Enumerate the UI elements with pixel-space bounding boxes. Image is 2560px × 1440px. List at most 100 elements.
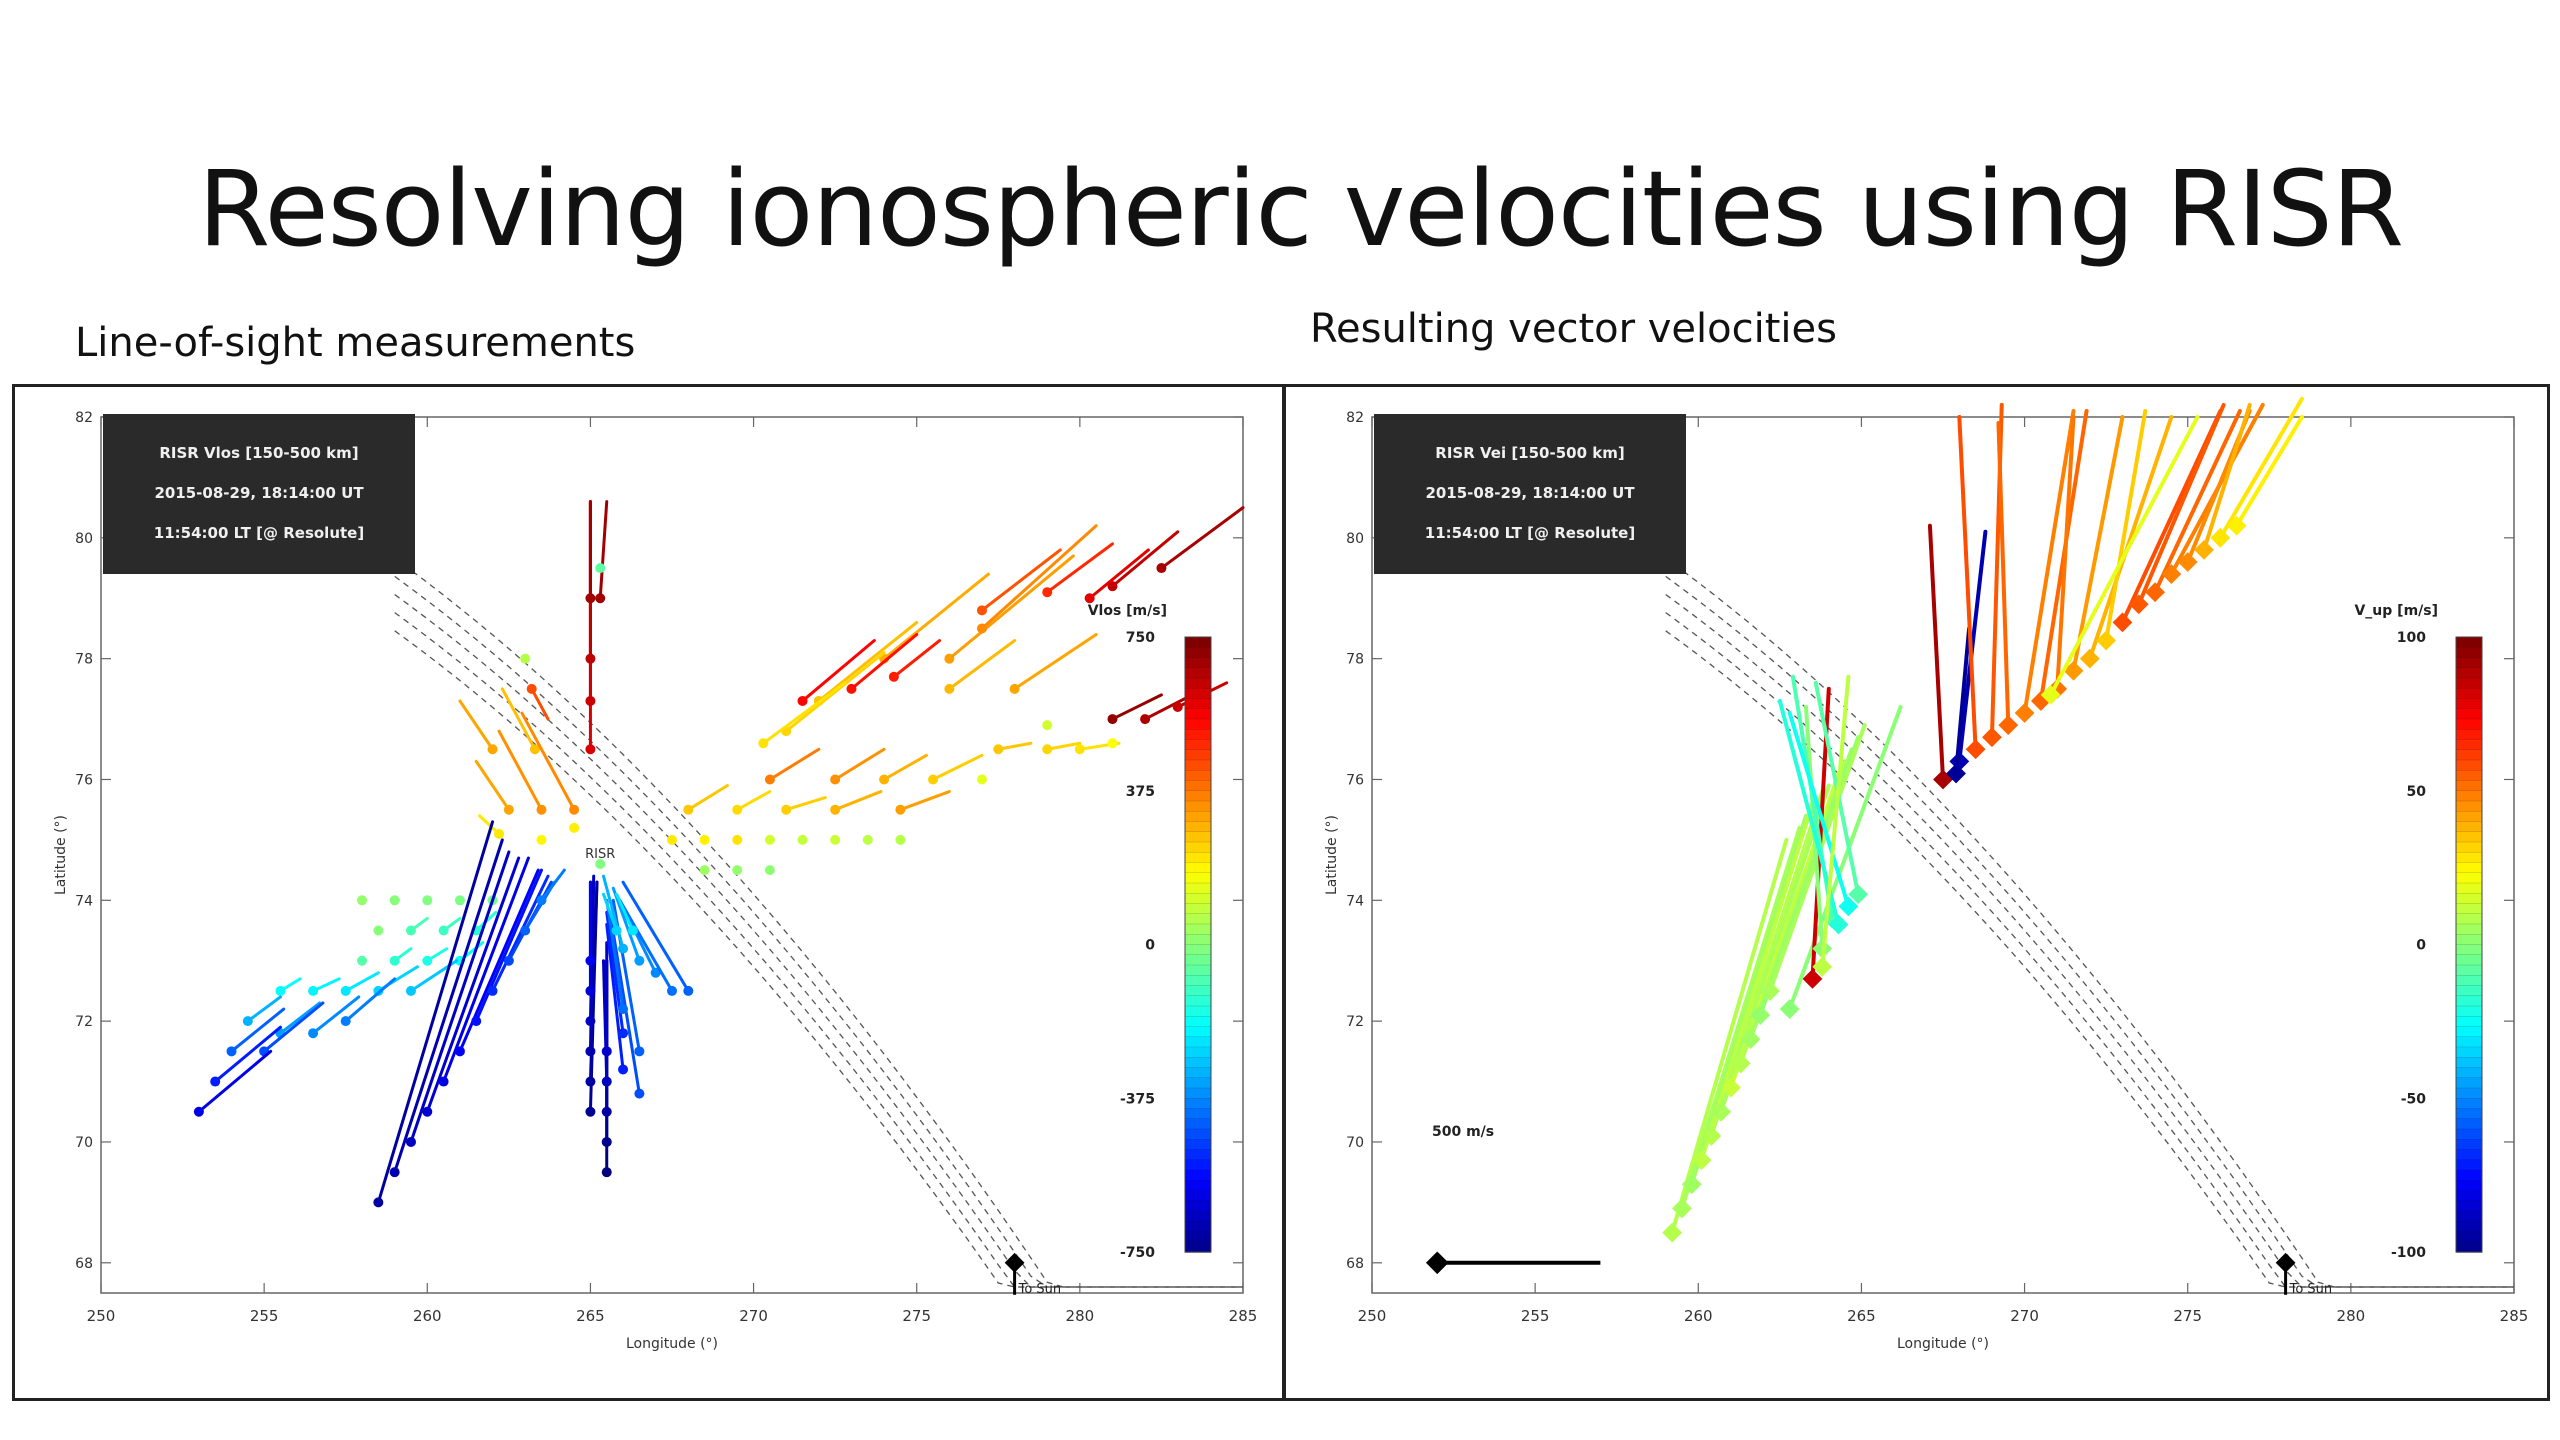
colorbar-segment xyxy=(2455,1159,2483,1171)
colorbar-label: V_up [m/s] xyxy=(2354,603,2438,619)
colorbar-segment xyxy=(1184,1180,1212,1192)
colorbar-segment xyxy=(1184,1108,1212,1120)
vector-line xyxy=(1996,421,2011,728)
vector-line xyxy=(615,892,635,933)
colorbar-segment xyxy=(1184,893,1212,905)
vector-point xyxy=(1779,999,1800,1019)
vector-point xyxy=(667,834,677,845)
vector-point xyxy=(422,955,433,966)
vector-line xyxy=(768,747,821,781)
vector-point xyxy=(529,744,540,755)
vector-line xyxy=(2202,402,2252,552)
vector-point xyxy=(405,925,416,936)
y-tick-label: 74 xyxy=(75,893,93,909)
annotation-box: RISR Vei [150-500 km] 2015-08-29, 18:14:… xyxy=(1374,414,1686,574)
colorbar-segment xyxy=(1184,1221,1212,1233)
vector-point xyxy=(944,653,955,664)
colorbar-segment xyxy=(1184,657,1212,669)
vector-point xyxy=(1998,715,2019,736)
vector-point xyxy=(536,834,547,845)
vector-point xyxy=(520,925,531,936)
vector-line xyxy=(530,687,550,721)
colorbar-segment xyxy=(1184,1210,1212,1223)
colorbar-segment xyxy=(1184,636,1212,649)
vector-line xyxy=(344,971,380,993)
x-axis-label: Longitude (°) xyxy=(626,1336,718,1352)
los-chart: 250 255 260 265 270 275 280 285 68 70 72 74 76 78 80 82… xyxy=(53,410,1257,1352)
colorbar-segment xyxy=(1184,647,1212,659)
vector-point xyxy=(781,804,792,815)
vector-point xyxy=(732,804,743,815)
colorbar-segment xyxy=(2455,841,2483,854)
vector-point xyxy=(2096,630,2117,651)
vector-point xyxy=(536,895,547,906)
colorbar-segment xyxy=(2455,1210,2483,1223)
vector-point xyxy=(471,1016,482,1027)
y-axis-label: Latitude (°) xyxy=(53,815,69,895)
y-tick-label: 72 xyxy=(75,1014,93,1030)
vector-line xyxy=(849,632,919,691)
vector-point xyxy=(1107,581,1118,592)
vector-point xyxy=(888,671,899,682)
colorbar-segment xyxy=(2455,1077,2483,1089)
vector-point xyxy=(2145,582,2165,603)
colorbar-segment xyxy=(1184,923,1212,936)
colorbar-segment xyxy=(1184,964,1212,977)
colorbar-segment xyxy=(2455,780,2483,792)
vector-line xyxy=(1088,548,1150,600)
vector-point xyxy=(422,1106,433,1117)
colorbar-segment xyxy=(2455,862,2483,874)
colorbar-segment xyxy=(1184,759,1212,772)
colorbar-segment xyxy=(2455,729,2483,741)
vector-point xyxy=(683,985,694,996)
colorbar-segment xyxy=(1184,1149,1212,1161)
colorbar-segment xyxy=(2455,1180,2483,1192)
vector-point xyxy=(1042,744,1053,755)
colorbar-segment xyxy=(1184,770,1212,782)
colorbar-segment xyxy=(2455,1098,2483,1110)
vector-point xyxy=(454,1046,465,1057)
colorbar-segment xyxy=(1184,995,1212,1007)
vector-point xyxy=(454,895,465,906)
vector-point xyxy=(732,865,743,876)
vector-point xyxy=(1730,1053,1751,1074)
vector-point xyxy=(976,605,987,616)
vector-line xyxy=(393,838,504,1174)
vector-point xyxy=(830,834,841,845)
vector-point xyxy=(1982,727,2002,748)
colorbar-segment xyxy=(2455,811,2483,823)
vector-line xyxy=(598,500,609,600)
vector-point xyxy=(357,895,368,906)
vector-line xyxy=(980,524,1098,630)
colorbar-segment xyxy=(1184,688,1212,700)
vector-point xyxy=(1802,968,1823,989)
vector-point xyxy=(308,1028,319,1039)
y-tick-label: 82 xyxy=(75,410,93,426)
colorbar-segment xyxy=(2455,852,2483,864)
colorbar-segment xyxy=(1184,811,1212,823)
colorbar-segment xyxy=(1184,1026,1212,1038)
vector-point xyxy=(2014,703,2035,723)
vector-point xyxy=(699,865,710,876)
contour-line xyxy=(394,557,1243,1288)
colorbar-segment xyxy=(1184,1046,1212,1059)
vector-line xyxy=(1954,626,1972,776)
colorbar-segment xyxy=(2455,821,2483,833)
colorbar-frame xyxy=(1184,636,1212,1253)
vector-point xyxy=(585,744,596,755)
vector-point xyxy=(595,563,606,574)
vector-line xyxy=(2048,415,2200,697)
annotation-line-2: 2015-08-29, 18:14:00 UT xyxy=(154,484,364,502)
colorbar-segment xyxy=(1184,1190,1212,1202)
vector-point xyxy=(1172,701,1183,712)
vector-point xyxy=(193,1106,204,1117)
colorbar-segment xyxy=(1184,1231,1212,1243)
vector-point xyxy=(422,895,433,906)
colorbar-segment xyxy=(2455,1231,2483,1243)
colorbar-tick-label: -375 xyxy=(1120,1091,1155,1107)
vector-line xyxy=(1699,801,1815,1163)
vector-line xyxy=(605,898,625,1011)
colorbar-segment xyxy=(2455,749,2483,761)
colorbar-segment xyxy=(2455,923,2483,936)
vector-point xyxy=(308,985,319,996)
